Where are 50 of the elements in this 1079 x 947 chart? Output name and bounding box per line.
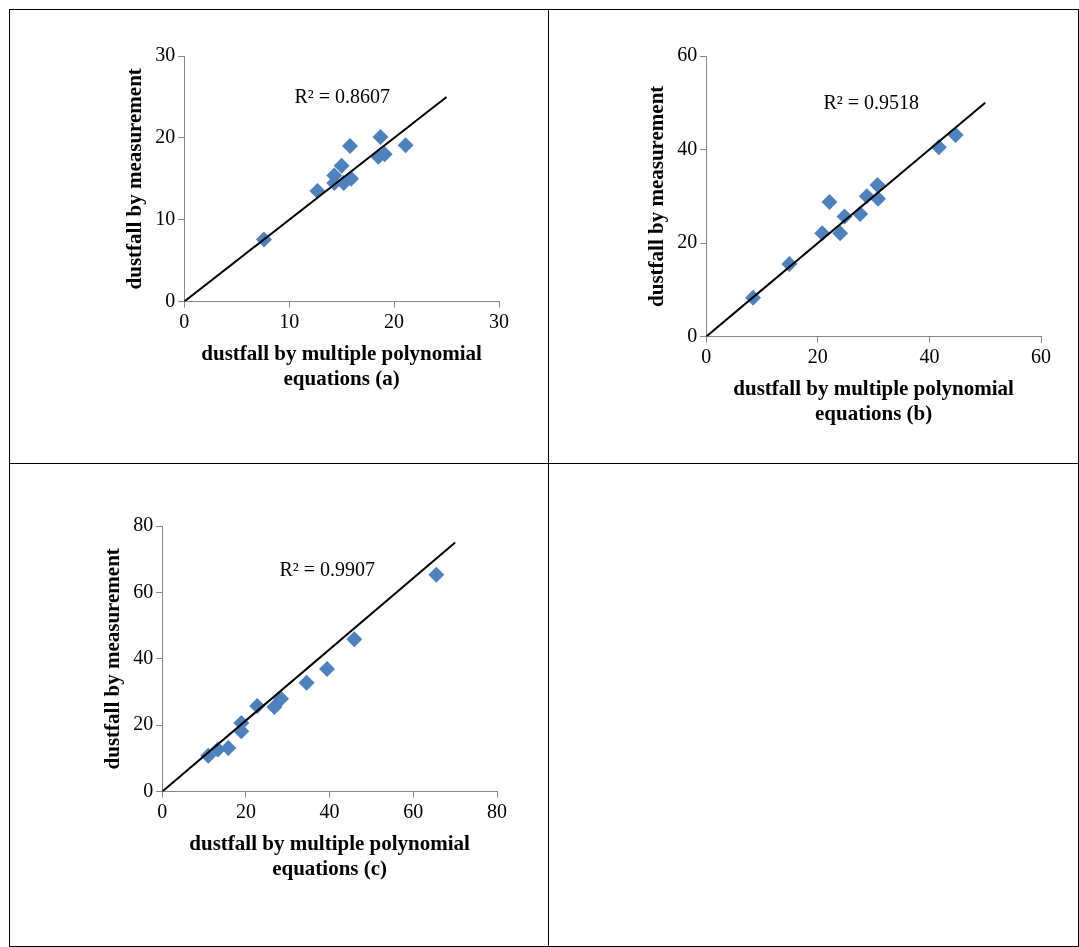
x-tick-label: 40: [919, 344, 940, 367]
y-tick-label: 60: [677, 43, 698, 66]
point: [346, 631, 363, 648]
y-tick-label: 20: [677, 230, 698, 253]
x-tick-label: 10: [279, 309, 300, 332]
point: [832, 225, 849, 242]
annotation: R² = 0.8607: [294, 85, 391, 107]
y-tick-label: 0: [687, 323, 698, 346]
x-tick-label: 20: [807, 344, 828, 367]
point: [220, 740, 237, 757]
y-tick-label: 0: [143, 778, 154, 801]
x-tick-label: 60: [403, 799, 424, 822]
y-tick-label: 40: [677, 136, 698, 159]
point: [821, 193, 838, 210]
x-tick-label: 0: [701, 344, 712, 367]
annotation: R² = 0.9518: [823, 90, 920, 113]
point: [298, 674, 315, 691]
y-tick-label: 80: [133, 513, 154, 536]
point: [947, 127, 964, 144]
x-tick-label: 30: [489, 309, 509, 332]
point: [397, 137, 414, 154]
x-tick-label: 0: [179, 309, 190, 332]
point: [319, 661, 336, 678]
y-tick-label: 20: [155, 125, 176, 148]
point: [343, 170, 360, 187]
point: [372, 129, 389, 146]
x-axis-title: dustfall by multiple polynomial equations (b): [733, 375, 1015, 425]
x-tick-label: 20: [235, 799, 256, 822]
y-axis-title: dustfall by measurement: [122, 68, 147, 290]
y-axis-title: dustfall by measurement: [644, 85, 669, 307]
point: [428, 566, 445, 583]
y-axis-title: dustfall by measurement: [100, 548, 125, 770]
x-tick-label: 60: [1031, 344, 1051, 367]
y-tick-label: 10: [155, 206, 176, 229]
y-tick-label: 30: [155, 43, 176, 66]
x-tick-label: 80: [487, 799, 507, 822]
point: [333, 157, 350, 174]
x-tick-label: 40: [319, 799, 340, 822]
point: [869, 177, 886, 194]
y-tick-label: 60: [133, 579, 154, 602]
annotation: R² = 0.9907: [279, 558, 376, 581]
point: [342, 138, 358, 155]
x-axis-title: dustfall by multiple polynomial equations (a): [201, 340, 483, 390]
point: [266, 698, 283, 715]
x-axis-title: dustfall by multiple polynomial equations (c): [189, 830, 471, 880]
y-tick-label: 0: [165, 288, 176, 311]
y-tick-label: 40: [133, 646, 154, 669]
x-tick-label: 20: [384, 309, 405, 332]
y-tick-label: 20: [133, 712, 154, 735]
point: [273, 690, 290, 707]
